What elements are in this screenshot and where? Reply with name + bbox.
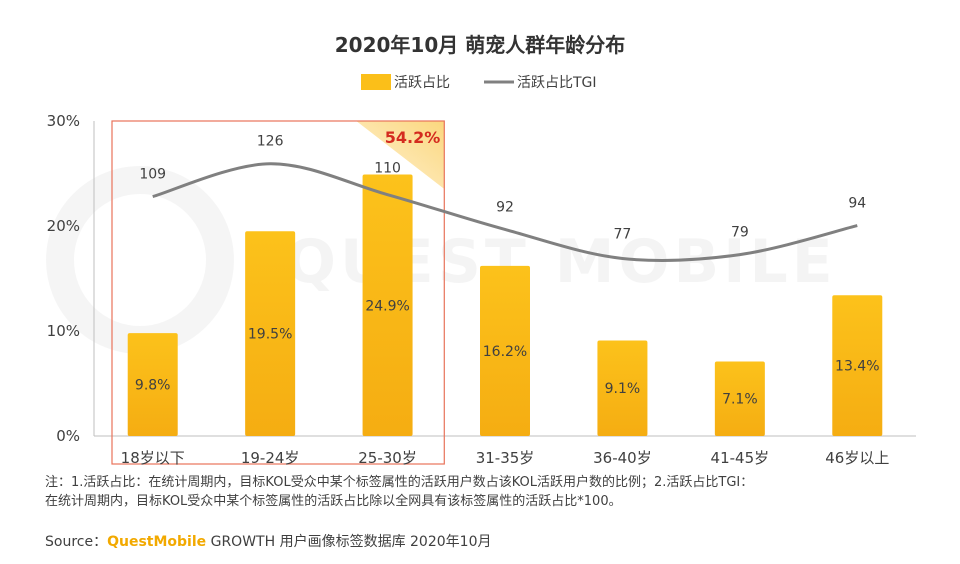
y-tick-label: 20% bbox=[47, 217, 80, 235]
bar bbox=[362, 174, 413, 437]
watermark: QUEST MOBILE bbox=[46, 166, 833, 354]
tgi-line-path bbox=[152, 162, 858, 263]
tgi-value-label: 126 bbox=[257, 134, 284, 150]
bar bbox=[597, 340, 648, 436]
source-line: Source：QuestMobile GROWTH 用户画像标签数据库 2020… bbox=[45, 531, 491, 551]
bar-value-label: 13.4% bbox=[835, 359, 879, 375]
y-tick-label: 0% bbox=[56, 427, 80, 445]
bar-value-label: 7.1% bbox=[722, 392, 758, 408]
bar-value-label: 9.1% bbox=[605, 381, 641, 397]
bar bbox=[480, 265, 530, 436]
tgi-value-label: 79 bbox=[731, 225, 749, 241]
x-category-label: 46岁以上 bbox=[825, 449, 889, 467]
x-category-label: 19-24岁 bbox=[241, 449, 300, 467]
chart: QUEST MOBILE 2020年10月 萌宠人群年龄分布 活跃占比 活跃占比… bbox=[46, 33, 916, 467]
tgi-value-label: 77 bbox=[614, 226, 632, 242]
bar-value-labels: 9.8% 19.5% 24.9% 16.2% 9.1% 7.1% 13.4% bbox=[135, 298, 880, 407]
x-category-label: 41-45岁 bbox=[711, 449, 770, 467]
bar bbox=[832, 295, 883, 436]
y-tick-label: 10% bbox=[47, 322, 80, 340]
source-brand: QuestMobile bbox=[107, 534, 207, 550]
legend-label-bar: 活跃占比 bbox=[394, 75, 450, 91]
legend: 活跃占比 活跃占比TGI bbox=[361, 74, 597, 91]
bars bbox=[127, 174, 883, 437]
source-prefix: Source： bbox=[45, 534, 108, 550]
legend-swatch-bar bbox=[361, 74, 391, 90]
bar-value-label: 16.2% bbox=[483, 344, 527, 360]
bar-value-label: 24.9% bbox=[365, 298, 409, 314]
x-category-label: 36-40岁 bbox=[593, 449, 652, 467]
tgi-value-label: 110 bbox=[374, 161, 401, 177]
tgi-value-label: 92 bbox=[496, 199, 514, 215]
bar-value-label: 19.5% bbox=[248, 327, 292, 343]
tgi-line bbox=[152, 162, 858, 263]
source-suffix: GROWTH 用户画像标签数据库 2020年10月 bbox=[210, 534, 492, 550]
bar bbox=[714, 361, 765, 436]
y-tick-labels: 0% 10% 20% 30% bbox=[47, 112, 80, 445]
footnote-line-2: 在统计周期内，目标KOL受众中某个标签属性的活跃占比除以全网具有该标签属性的活跃… bbox=[45, 494, 622, 509]
bar-value-label: 9.8% bbox=[135, 378, 171, 394]
legend-label-line: 活跃占比TGI bbox=[517, 75, 597, 91]
footnote: 注：1.活跃占比：在统计周期内，目标KOL受众中某个标签属性的活跃用户数占该KO… bbox=[45, 473, 925, 511]
bar bbox=[245, 231, 296, 436]
tgi-value-label: 94 bbox=[848, 196, 866, 212]
x-category-label: 31-35岁 bbox=[476, 449, 535, 467]
highlight-corner bbox=[356, 121, 445, 189]
y-tick-label: 30% bbox=[47, 112, 80, 130]
x-category-labels: 18岁以下 19-24岁 25-30岁 31-35岁 36-40岁 41-45岁 46岁以上 bbox=[121, 449, 890, 467]
bar bbox=[127, 333, 178, 436]
highlight-region: 54.2% bbox=[111, 120, 445, 465]
x-category-label: 25-30岁 bbox=[358, 449, 417, 467]
chart-title: 2020年10月 萌宠人群年龄分布 bbox=[335, 33, 625, 57]
tgi-value-labels: 109 126 110 92 77 79 94 bbox=[139, 134, 866, 243]
highlight-box bbox=[111, 120, 445, 465]
footnote-line-1: 注：1.活跃占比：在统计周期内，目标KOL受众中某个标签属性的活跃用户数占该KO… bbox=[45, 475, 754, 490]
tgi-value-label: 109 bbox=[139, 167, 166, 183]
x-category-label: 18岁以下 bbox=[121, 449, 185, 467]
highlight-total-label: 54.2% bbox=[385, 128, 441, 147]
